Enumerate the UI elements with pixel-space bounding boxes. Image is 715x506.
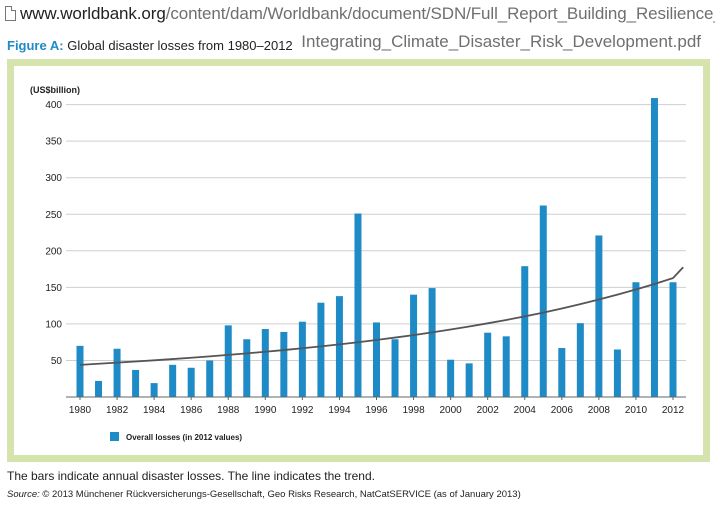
address-bar[interactable]: www.worldbank.org/content/dam/Worldbank/… bbox=[0, 0, 715, 30]
y-tick-label: 250 bbox=[45, 210, 62, 221]
x-tick-label: 2012 bbox=[662, 405, 685, 416]
y-tick-label: 150 bbox=[45, 283, 62, 294]
bar-series bbox=[76, 98, 677, 398]
bar bbox=[576, 323, 584, 397]
bar bbox=[391, 339, 399, 397]
y-axis-label: (US$billion) bbox=[30, 85, 80, 95]
chart-caption: The bars indicate annual disaster losses… bbox=[7, 469, 375, 483]
bar bbox=[354, 213, 362, 397]
url-host: www.worldbank.org bbox=[20, 4, 166, 23]
bar bbox=[132, 369, 140, 397]
bar bbox=[243, 339, 251, 397]
x-tick-label: 1984 bbox=[143, 405, 166, 416]
url-path: /content/dam/Worldbank/document/SDN/Full… bbox=[165, 4, 715, 23]
x-tick-label: 2004 bbox=[514, 405, 537, 416]
x-tick-label: 1998 bbox=[402, 405, 425, 416]
x-tick-label: 2008 bbox=[588, 405, 611, 416]
disaster-losses-chart: 1980 1982 1984 1986 1988 1990 1992 1994 1996 1998… bbox=[30, 85, 686, 442]
url-path-continued[interactable]: Integrating_Climate_Disaster_Risk_Develo… bbox=[301, 32, 701, 51]
bar bbox=[465, 363, 473, 397]
bar bbox=[613, 349, 621, 397]
x-tick-label: 1996 bbox=[365, 405, 388, 416]
bar bbox=[76, 345, 84, 397]
x-tick-label: 2006 bbox=[551, 405, 574, 416]
y-tick-label: 100 bbox=[45, 319, 62, 330]
x-tick-label: 1988 bbox=[217, 405, 240, 416]
y-tick-labels: 50 100 150 200 250 300 350 400 bbox=[45, 100, 62, 367]
bar bbox=[669, 282, 677, 397]
bar bbox=[113, 348, 121, 397]
y-tick-label: 350 bbox=[45, 137, 62, 148]
bar bbox=[502, 336, 510, 397]
x-tick-label: 1992 bbox=[291, 405, 314, 416]
bar bbox=[150, 383, 158, 397]
url-text[interactable]: www.worldbank.org/content/dam/Worldbank/… bbox=[20, 4, 715, 24]
bar bbox=[447, 359, 455, 397]
bar bbox=[298, 321, 306, 397]
bar bbox=[224, 325, 232, 397]
x-tick-label: 2002 bbox=[477, 405, 500, 416]
legend-swatch bbox=[110, 432, 119, 441]
bar bbox=[335, 296, 343, 397]
bar bbox=[317, 302, 325, 397]
bar bbox=[539, 205, 547, 397]
y-tick-label: 400 bbox=[45, 100, 62, 111]
x-tick-labels: 1980 1982 1984 1986 1988 1990 1992 1994 1996 1998… bbox=[69, 397, 685, 416]
source-note: Source: © 2013 Münchener Rückversicherun… bbox=[7, 489, 521, 500]
source-text: © 2013 Münchener Rückversicherungs-Gesel… bbox=[42, 489, 521, 500]
bar bbox=[595, 235, 603, 397]
gridlines bbox=[66, 104, 686, 361]
source-label: Source: bbox=[7, 489, 40, 500]
x-tick-label: 1982 bbox=[106, 405, 129, 416]
bar bbox=[373, 322, 380, 397]
figure-label: Figure A: bbox=[7, 38, 64, 53]
bar bbox=[428, 288, 436, 397]
bar bbox=[650, 98, 658, 398]
bar bbox=[261, 329, 269, 397]
bar bbox=[632, 282, 640, 397]
document-icon bbox=[5, 6, 16, 21]
bar bbox=[484, 332, 492, 397]
x-tick-label: 2010 bbox=[625, 405, 648, 416]
x-tick-label: 1980 bbox=[69, 405, 92, 416]
bar bbox=[410, 294, 418, 397]
figure-title-text: Global disaster losses from 1980–2012 bbox=[67, 38, 293, 53]
legend-label: Overall losses (in 2012 values) bbox=[126, 433, 242, 442]
x-tick-label: 1986 bbox=[180, 405, 203, 416]
bar bbox=[206, 360, 214, 397]
y-tick-label: 300 bbox=[45, 173, 62, 184]
y-tick-label: 50 bbox=[51, 356, 63, 367]
bar bbox=[169, 364, 177, 397]
trend-line bbox=[79, 266, 684, 366]
bar bbox=[187, 367, 195, 397]
bar bbox=[558, 348, 566, 397]
bar bbox=[521, 266, 529, 397]
figure-title: Figure A: Global disaster losses from 19… bbox=[7, 38, 293, 53]
x-tick-label: 1994 bbox=[328, 405, 351, 416]
x-tick-label: 1990 bbox=[254, 405, 277, 416]
bar bbox=[95, 380, 103, 397]
x-tick-label: 2000 bbox=[440, 405, 463, 416]
bar bbox=[280, 331, 288, 397]
y-tick-label: 200 bbox=[45, 246, 62, 257]
